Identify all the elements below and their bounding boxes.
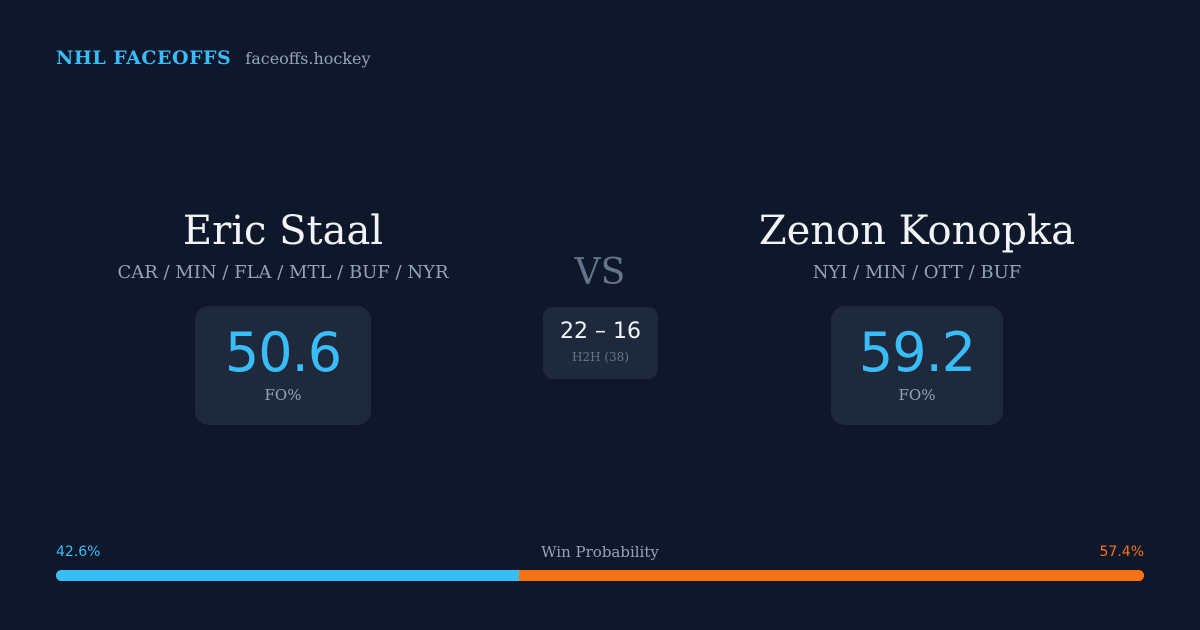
- brand-site: faceoffs.hockey: [245, 49, 371, 68]
- player-right-name: Zenon Konopka: [758, 208, 1076, 254]
- win-probability-bar-right-fill: [519, 570, 1144, 581]
- h2h-card: 22 – 16 H2H (38): [543, 307, 658, 379]
- h2h-score: 22 – 16: [560, 319, 641, 344]
- player-right-fo-card: 59.2 FO%: [831, 306, 1003, 425]
- brand-name: NHL FACEOFFS: [56, 47, 232, 69]
- player-left-fo-value: 50.6: [224, 321, 342, 384]
- player-right-fo-value: 59.2: [858, 321, 976, 384]
- h2h-label: H2H (38): [571, 350, 629, 364]
- player-left-fo-card: 50.6 FO%: [195, 306, 371, 425]
- player-right-panel: Zenon Konopka NYI / MIN / OTT / BUF 59.2…: [737, 205, 1097, 425]
- win-probability-bar: [56, 570, 1144, 581]
- player-left-name: Eric Staal: [182, 208, 384, 254]
- brand-header: NHL FACEOFFS faceoffs.hockey: [56, 47, 371, 69]
- win-probability-label: Win Probability: [541, 543, 659, 561]
- player-right-teams: NYI / MIN / OTT / BUF: [812, 262, 1022, 283]
- win-probability-right-value: 57.4%: [1099, 544, 1144, 560]
- player-left-teams: CAR / MIN / FLA / MTL / BUF / NYR: [117, 262, 449, 283]
- win-probability-left-value: 42.6%: [56, 544, 101, 560]
- versus-label: VS: [574, 252, 626, 293]
- player-left-panel: Eric Staal CAR / MIN / FLA / MTL / BUF /…: [103, 205, 463, 425]
- win-probability-bar-left-fill: [56, 570, 520, 581]
- player-left-fo-label: FO%: [264, 386, 302, 404]
- player-right-fo-label: FO%: [898, 386, 936, 404]
